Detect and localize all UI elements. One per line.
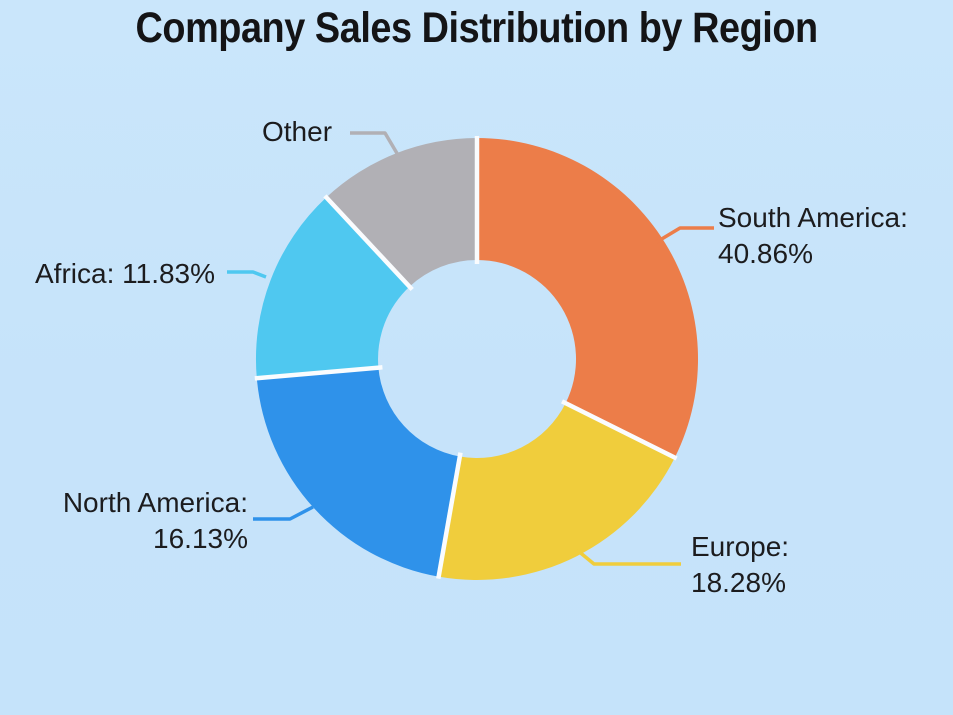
segment-gap-lines: [254, 136, 678, 579]
segment-gap: [254, 365, 383, 381]
segment-south-america: [477, 138, 699, 458]
label-europe-line1: Europe:: [691, 531, 790, 562]
label-north-america-line2: 16.13%: [153, 523, 248, 554]
label-north-america-line1: North America:: [62, 487, 248, 518]
label-south-america: South America: 40.86%: [718, 200, 908, 272]
label-other-line1: Other: [262, 116, 333, 147]
label-europe-line2: 18.28%: [691, 567, 786, 598]
donut-segments: [255, 138, 699, 580]
label-other: Other: [262, 114, 332, 150]
leader-line-north-america: [253, 505, 314, 521]
segment-gap: [436, 452, 463, 579]
leader-line-south-america: [654, 226, 714, 245]
segment-gap: [323, 194, 414, 292]
label-south-america-line1: South America:: [718, 202, 908, 233]
label-africa-line1: Africa: 11.83%: [35, 258, 216, 289]
leader-line-africa: [227, 270, 267, 279]
segment-europe: [438, 403, 675, 580]
segment-africa: [255, 197, 410, 379]
leader-line-europe: [575, 548, 681, 566]
segment-gap: [560, 399, 678, 461]
chart-title-text: Company Sales Distribution by Region: [135, 4, 818, 52]
label-africa: Africa: 11.83%: [35, 256, 215, 292]
segment-north-america: [256, 367, 460, 577]
leader-line-other: [350, 131, 400, 156]
segment-other: [326, 138, 477, 287]
chart-title: Company Sales Distribution by Region: [0, 4, 953, 53]
label-north-america: North America: 16.13%: [63, 485, 248, 557]
label-europe: Europe: 18.28%: [691, 529, 789, 601]
label-south-america-line2: 40.86%: [718, 238, 813, 269]
